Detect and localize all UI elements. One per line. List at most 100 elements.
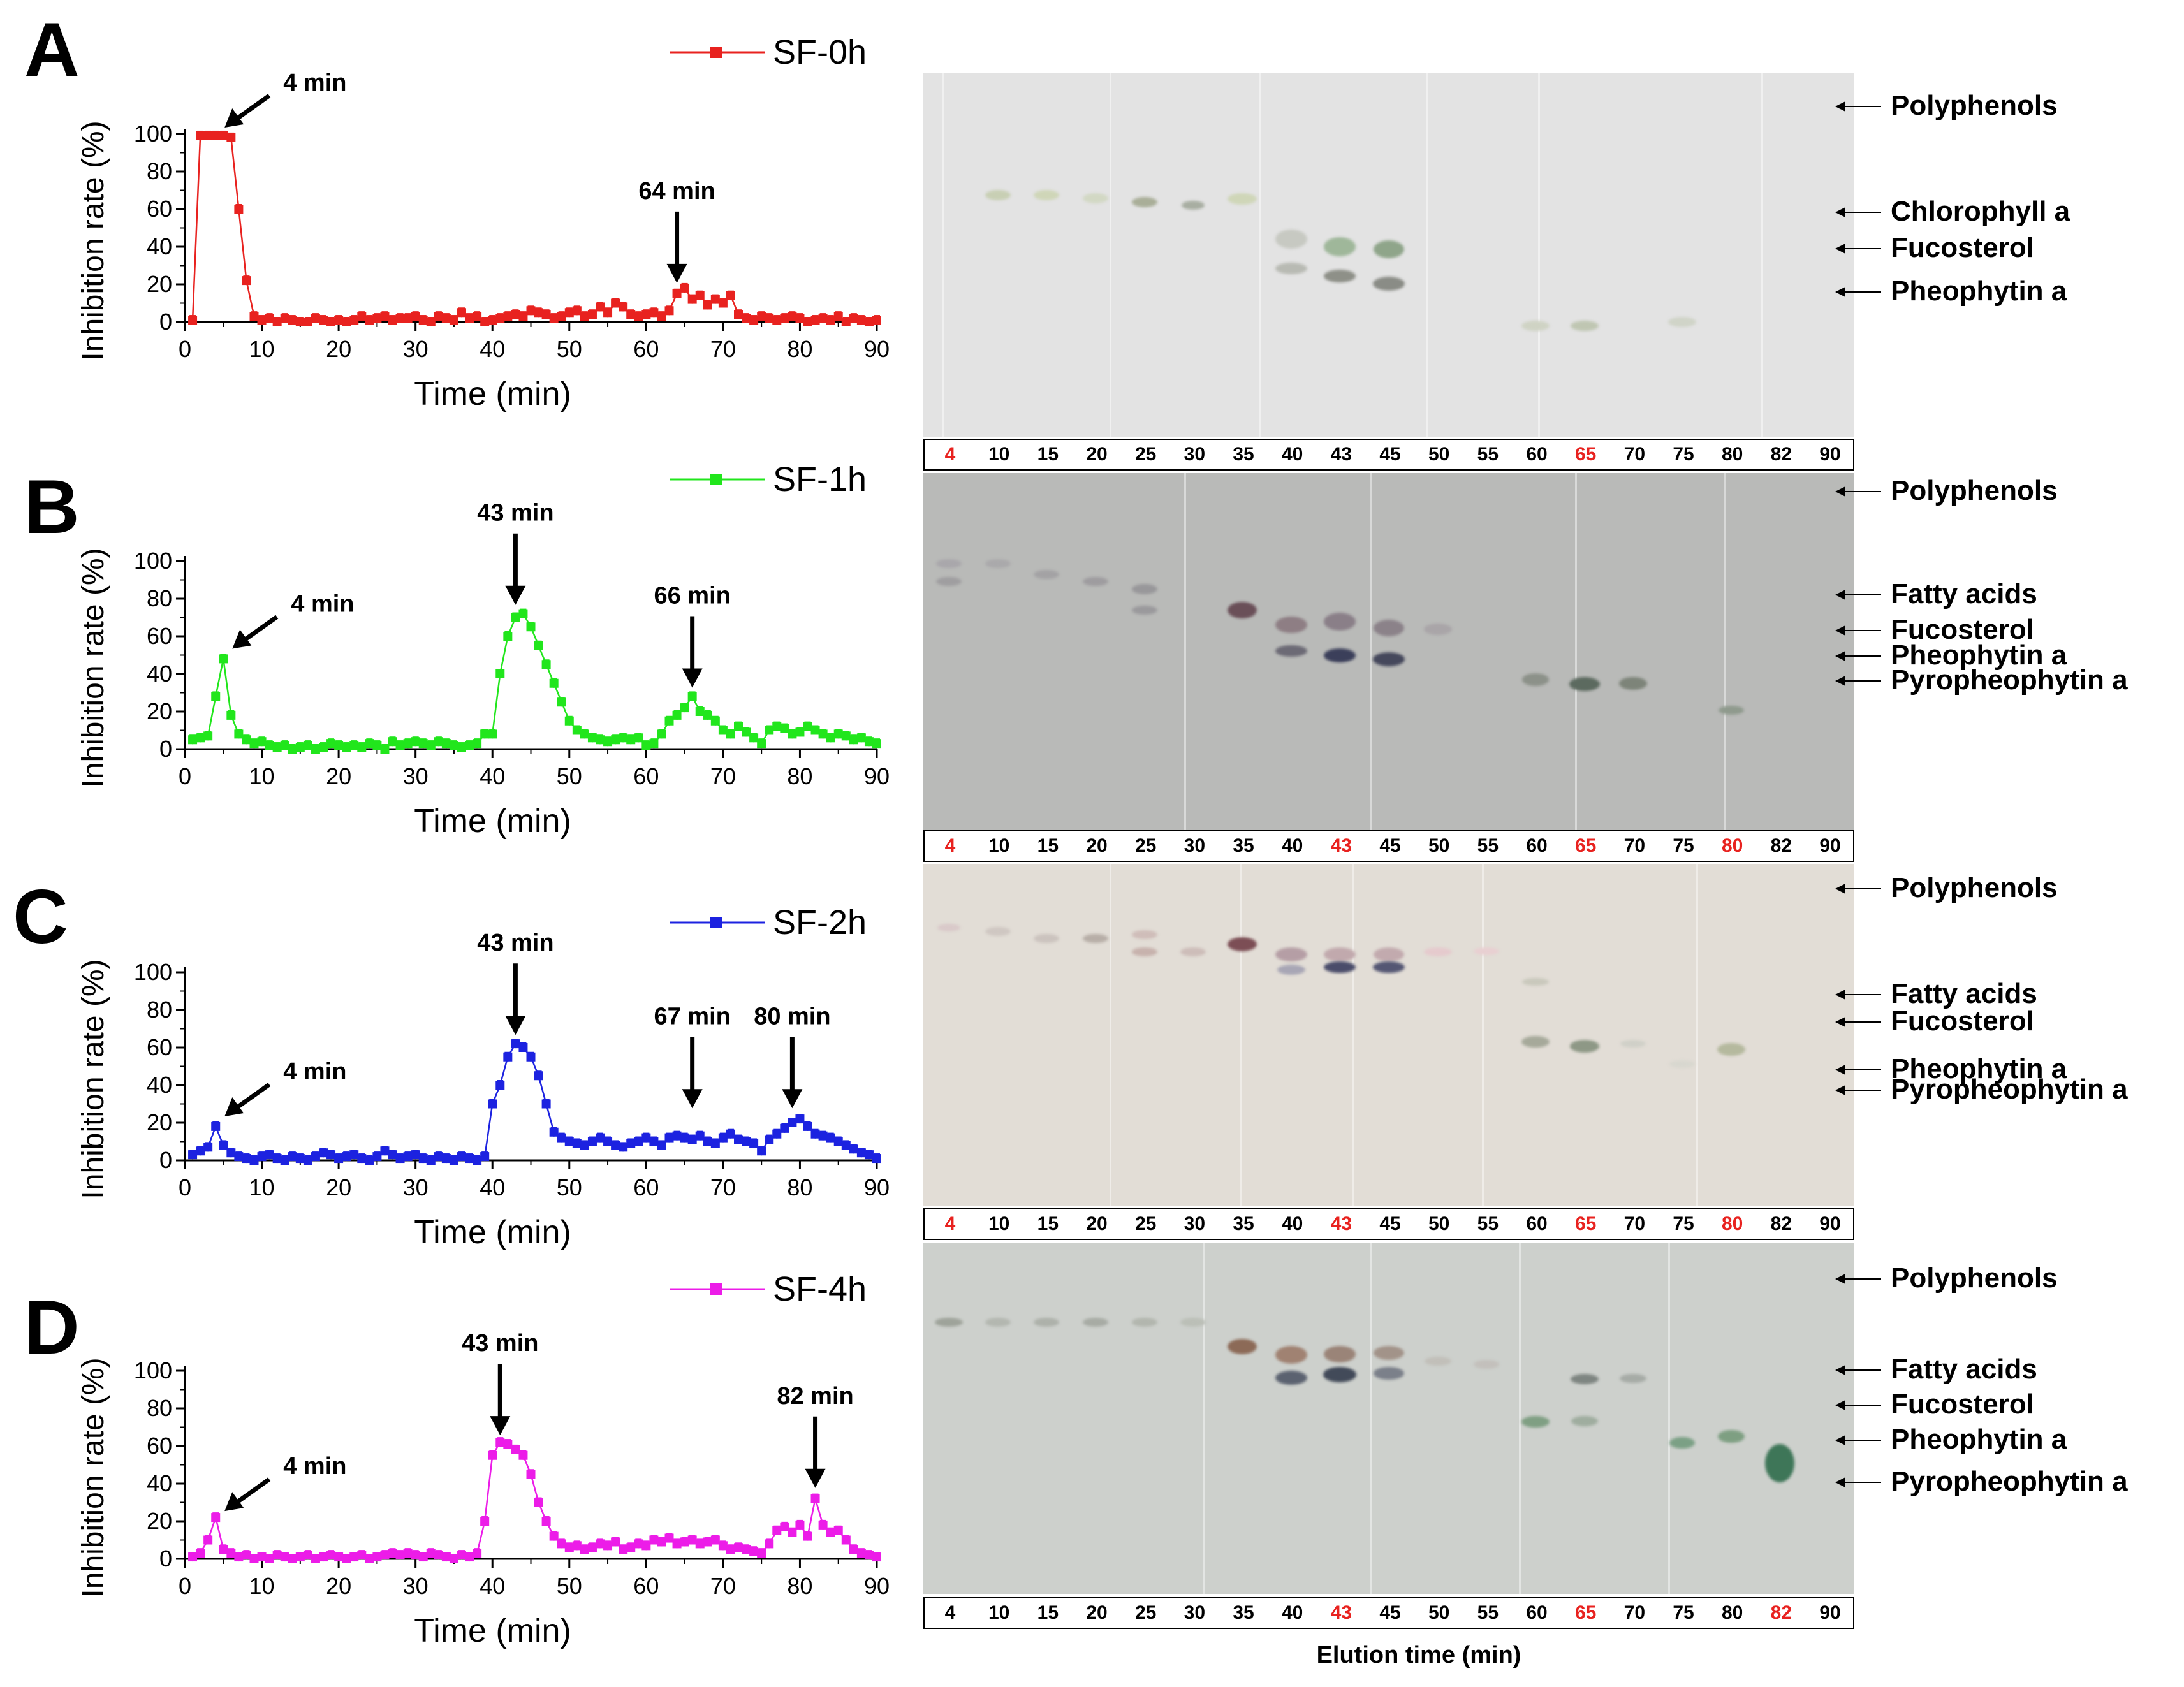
x-tick-label: 70 [710, 763, 736, 789]
data-point [780, 724, 789, 733]
lane-label: 40 [1281, 835, 1303, 856]
data-point [695, 1131, 705, 1141]
x-tick-label: 60 [633, 1573, 659, 1599]
data-point [803, 1121, 812, 1131]
data-point [518, 1450, 528, 1460]
panel-letter-a: A [24, 7, 80, 92]
lane-label: 50 [1428, 835, 1450, 856]
data-point [388, 737, 397, 747]
data-point [580, 312, 589, 321]
tlc-band [1131, 196, 1157, 207]
data-point [780, 1522, 789, 1531]
data-point [518, 1043, 528, 1052]
tlc-band [936, 559, 962, 569]
data-point [480, 1152, 490, 1162]
data-point [611, 735, 620, 745]
x-tick-label: 40 [480, 1573, 505, 1599]
annotation-arrowhead [224, 108, 244, 128]
lane-label: 35 [1233, 444, 1254, 465]
data-point [257, 316, 267, 325]
lane-label: 45 [1379, 1602, 1401, 1623]
data-point [265, 1150, 274, 1160]
data-point [211, 1513, 221, 1523]
annotation-arrowhead [505, 1016, 526, 1035]
data-point [734, 722, 743, 731]
data-point [749, 316, 759, 325]
data-point [772, 316, 782, 325]
tlc-band [985, 189, 1011, 200]
data-point [334, 1154, 344, 1164]
data-point [856, 733, 866, 743]
lane-label: 80 [1721, 444, 1743, 465]
data-point [234, 1152, 244, 1162]
data-point [833, 312, 843, 321]
data-point [687, 1135, 697, 1144]
data-point [810, 1129, 820, 1139]
lane-label: 70 [1623, 444, 1646, 465]
compound-arrow [1835, 486, 1881, 497]
data-point [710, 716, 720, 726]
x-tick-label: 80 [787, 1174, 812, 1201]
data-point [757, 1549, 766, 1558]
plate-seam [1537, 73, 1540, 437]
chart-sf-2h: 0 10 20 30 40 50 60 70 80 90 0 20 40 60 80 100 Time (min… [77, 903, 890, 1251]
tlc-band [1569, 1039, 1599, 1053]
tlc-band [1131, 1318, 1157, 1327]
compound-arrow [1835, 1064, 1881, 1075]
plate-seam [1724, 473, 1726, 830]
compound-arrow [1835, 287, 1881, 297]
data-point [411, 1551, 420, 1560]
lane-label: 70 [1623, 1602, 1646, 1623]
lane-label: 20 [1086, 835, 1108, 856]
tlc-band [1324, 961, 1356, 973]
tlc-band [1275, 1346, 1307, 1364]
data-point [703, 300, 712, 310]
annotation-label: 4 min [283, 1453, 346, 1480]
data-point [710, 1535, 720, 1545]
data-point [649, 739, 659, 749]
data-point [473, 739, 482, 749]
data-point [726, 291, 735, 300]
lane-label: 35 [1233, 1602, 1254, 1623]
x-tick-label: 40 [480, 763, 505, 789]
data-point [503, 632, 513, 641]
lane-label: 55 [1477, 835, 1499, 856]
data-point [680, 703, 689, 713]
data-point [564, 308, 574, 318]
compound-arrow [1835, 243, 1881, 254]
tlc-band [1277, 964, 1305, 975]
data-point [534, 1498, 543, 1507]
tlc-band [1374, 620, 1404, 637]
data-point [795, 727, 805, 737]
data-point [803, 1531, 812, 1541]
legend-label: SF-0h [773, 33, 867, 71]
lane-label: 65 [1574, 1602, 1597, 1623]
y-tick-label: 0 [159, 736, 172, 762]
compound-arrow [1835, 625, 1881, 636]
plate-seam [1370, 1243, 1372, 1594]
data-point [342, 1554, 351, 1563]
data-point [395, 314, 405, 323]
chart-sf-4h: 0 10 20 30 40 50 60 70 80 90 0 20 40 60 80 100 Time (min… [77, 1270, 890, 1649]
lane-label: 10 [988, 444, 1010, 465]
data-point [242, 1154, 251, 1164]
data-point [657, 312, 666, 321]
data-point [757, 312, 766, 321]
lane-label: 80 [1721, 1213, 1743, 1234]
data-point [511, 310, 520, 319]
plate-seam [1761, 73, 1763, 437]
tlc-band [1374, 1346, 1404, 1360]
data-point [549, 1531, 559, 1541]
compound-arrow [1835, 650, 1881, 661]
data-point [365, 739, 374, 749]
data-point [188, 1552, 198, 1562]
data-point [372, 741, 382, 750]
data-point [418, 1552, 428, 1562]
data-point [403, 314, 413, 323]
data-point [587, 1543, 597, 1552]
compound-arrow [1835, 590, 1881, 601]
lane-label: 55 [1477, 1602, 1499, 1623]
data-point [641, 1133, 651, 1143]
y-tick-label: 0 [159, 1545, 172, 1572]
annotation-arrowhead [490, 1416, 511, 1436]
